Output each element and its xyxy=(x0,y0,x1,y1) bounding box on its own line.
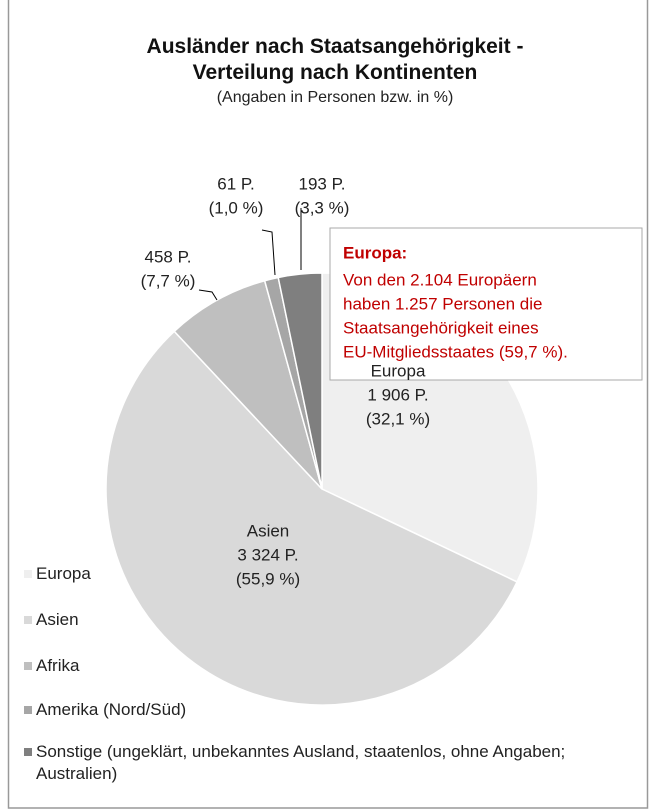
annotation-box xyxy=(329,227,643,381)
legend-item: Asien xyxy=(24,609,624,631)
legend-swatch xyxy=(24,748,32,756)
legend-label: Afrika xyxy=(36,656,80,675)
legend-label: Amerika (Nord/Süd) xyxy=(36,700,187,719)
pie xyxy=(105,272,539,706)
pie-slice xyxy=(173,279,323,490)
value-label: 3 324 P. xyxy=(237,545,298,564)
legend-label: Sonstige (ungeklärt, unbekanntes Ausland… xyxy=(36,742,566,783)
share-label: (7,7 %) xyxy=(141,271,196,290)
legend-item: Europa xyxy=(24,563,624,585)
value-label: 458 P. xyxy=(145,247,192,266)
legend-swatch xyxy=(24,706,32,714)
leader-line xyxy=(261,229,276,276)
share-label: (55,9 %) xyxy=(236,569,300,588)
share-label: (32,1 %) xyxy=(366,409,430,428)
frame xyxy=(7,0,649,809)
leader-line xyxy=(198,289,218,301)
value-label: 61 P. xyxy=(217,174,255,193)
annotation-line: EU-Mitgliedsstaates (59,7 %). xyxy=(343,342,568,361)
pie-slice xyxy=(105,330,518,706)
legend-label: Europa xyxy=(36,564,91,583)
legend-swatch xyxy=(24,662,32,670)
legend-item: Afrika xyxy=(24,655,624,677)
legend-item: Amerika (Nord/Süd) xyxy=(24,699,624,721)
legend-label: Asien xyxy=(36,610,79,629)
annotation-title: Europa: xyxy=(343,243,407,262)
legend-swatch xyxy=(24,616,32,624)
pie-slice xyxy=(277,272,323,490)
annotation-line: Staatsangehörigkeit eines xyxy=(343,318,539,337)
share-label: (3,3 %) xyxy=(295,198,350,217)
slice-name: Europa xyxy=(371,361,426,380)
legend-swatch xyxy=(24,570,32,578)
value-label: 193 P. xyxy=(299,174,346,193)
slice-name: Asien xyxy=(247,521,290,540)
chart-subtitle: (Angaben in Personen bzw. in %) xyxy=(216,89,454,106)
share-label: (1,0 %) xyxy=(209,198,264,217)
value-label: 1 906 P. xyxy=(367,385,428,404)
legend-item: Sonstige (ungeklärt, unbekanntes Ausland… xyxy=(24,741,624,785)
chart-title: Ausländer nach Staatsangehörigkeit - Ver… xyxy=(146,35,524,84)
annotation-line: haben 1.257 Personen die xyxy=(343,294,542,313)
annotation-line: Von den 2.104 Europäern xyxy=(343,270,537,289)
